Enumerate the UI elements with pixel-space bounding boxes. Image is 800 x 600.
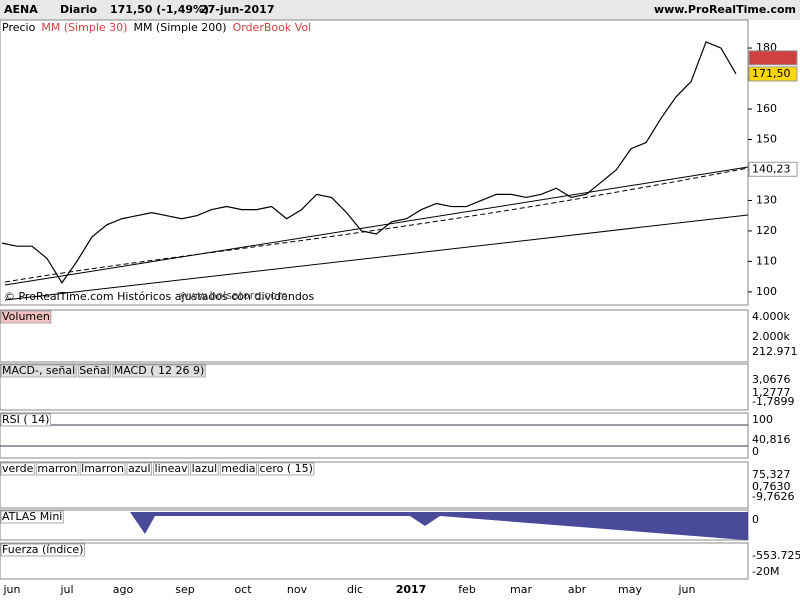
price-marker-label: 176,79 [752,51,791,64]
legend-bg [190,462,219,476]
legend-entry: OrderBook Vol [233,21,312,34]
x-tick-label: feb [458,583,476,596]
legend-bg [126,462,153,476]
panel-label: 1,2777 [752,386,791,399]
panel [0,363,749,411]
panel [0,309,749,363]
legend-entry: MM (Simple 30) [41,21,127,34]
panel-legend: lazul [192,462,218,475]
date: 27-jun-2017 [200,3,275,16]
panel-label: 212.971 [752,345,798,358]
panel-label: 0 [752,445,759,458]
x-tick-label: nov [287,583,308,596]
price-line [1,41,737,284]
x-tick-label: jun [678,583,696,596]
legend-bg [219,462,257,476]
y-tick-label: 130 [756,193,777,206]
legend-entry: Precio [2,21,36,34]
panel-label: 75,327 [752,468,791,481]
legend-bg [258,462,315,476]
watermark: www.bolsatoro.com [180,289,288,302]
atlas-area [130,512,748,540]
panel-legend: verde [2,462,34,475]
panel-legend: marron [37,462,77,475]
symbol: AENA [4,3,38,16]
legend-bg [0,364,77,378]
price-marker [748,66,798,82]
x-tick-label: dic [347,583,363,596]
panel-legend: lmarron [81,462,124,475]
price-marker [748,50,798,66]
sma-200 [4,167,749,283]
panel-label: 2.000k [752,330,790,343]
legend-bg [0,543,85,557]
panel [0,461,749,509]
x-tick-label: may [618,583,642,596]
legend-entry: MM (Simple 200) [133,21,226,34]
x-tick-label: sep [175,583,194,596]
panel-legend: Señal [79,364,110,377]
panel-legend: lineav [155,462,189,475]
price-marker [748,161,798,177]
period: Diario [60,3,98,16]
panel [0,542,749,580]
panel-label: -9,7626 [752,490,794,503]
panel-label: 100 [752,413,773,426]
trendline [4,214,749,301]
legend-bg [0,310,52,324]
y-tick-label: 160 [756,102,777,115]
panel-legend: cero ( 15) [260,462,313,475]
panel-label: -20M [752,565,779,578]
legend-bg [0,462,35,476]
quote: 171,50 (-1,49%) [110,3,209,16]
legend-bg [35,462,79,476]
y-tick-label: 100 [756,285,777,298]
price-marker-label: 140,23 [752,162,791,175]
panel-legend: MACD ( 12 26 9) [114,364,205,377]
panel-label: -553.725 [752,549,800,562]
panel [0,412,749,459]
x-tick-label: mar [510,583,532,596]
trendline [4,166,749,286]
panel-label: 4.000k [752,310,790,323]
price-marker-label: 171,50 [752,67,791,80]
panel-legend: MACD-, señal [2,364,75,377]
panel-legend: azul [128,462,151,475]
legend-bg [112,364,206,378]
y-tick-label: 110 [756,254,777,267]
legend-bg [0,413,51,427]
x-tick-label: jun [3,583,21,596]
x-tick-label: 2017 [396,583,427,596]
y-tick-label: 150 [756,132,777,145]
x-tick-label: abr [568,583,587,596]
main-panel [0,19,749,306]
x-tick-label: oct [234,583,252,596]
panel-legend: ATLAS Mini [2,510,62,523]
panel-legend: RSI ( 14) [2,413,49,426]
panel-label: 0,7630 [752,480,791,493]
panel-label: 3,0676 [752,373,791,386]
legend-bg [153,462,190,476]
legend-bg [0,510,64,524]
panel-label: 0 [752,513,759,526]
panel-label: -1,7899 [752,395,794,408]
x-tick-label: jul [59,583,73,596]
x-tick-label: ago [113,583,134,596]
panel-legend: media [221,462,255,475]
watermark: © ProRealTime.com Históricos ajustados c… [4,290,315,303]
legend-bg [79,462,126,476]
y-tick-label: 120 [756,224,777,237]
site: www.ProRealTime.com [654,3,796,16]
panel-legend: Fuerza (índice) [2,543,83,556]
panel-label: 40,816 [752,433,791,446]
header-bar [0,0,800,20]
legend-bg [77,364,112,378]
panel-legend: Volumen [2,310,50,323]
